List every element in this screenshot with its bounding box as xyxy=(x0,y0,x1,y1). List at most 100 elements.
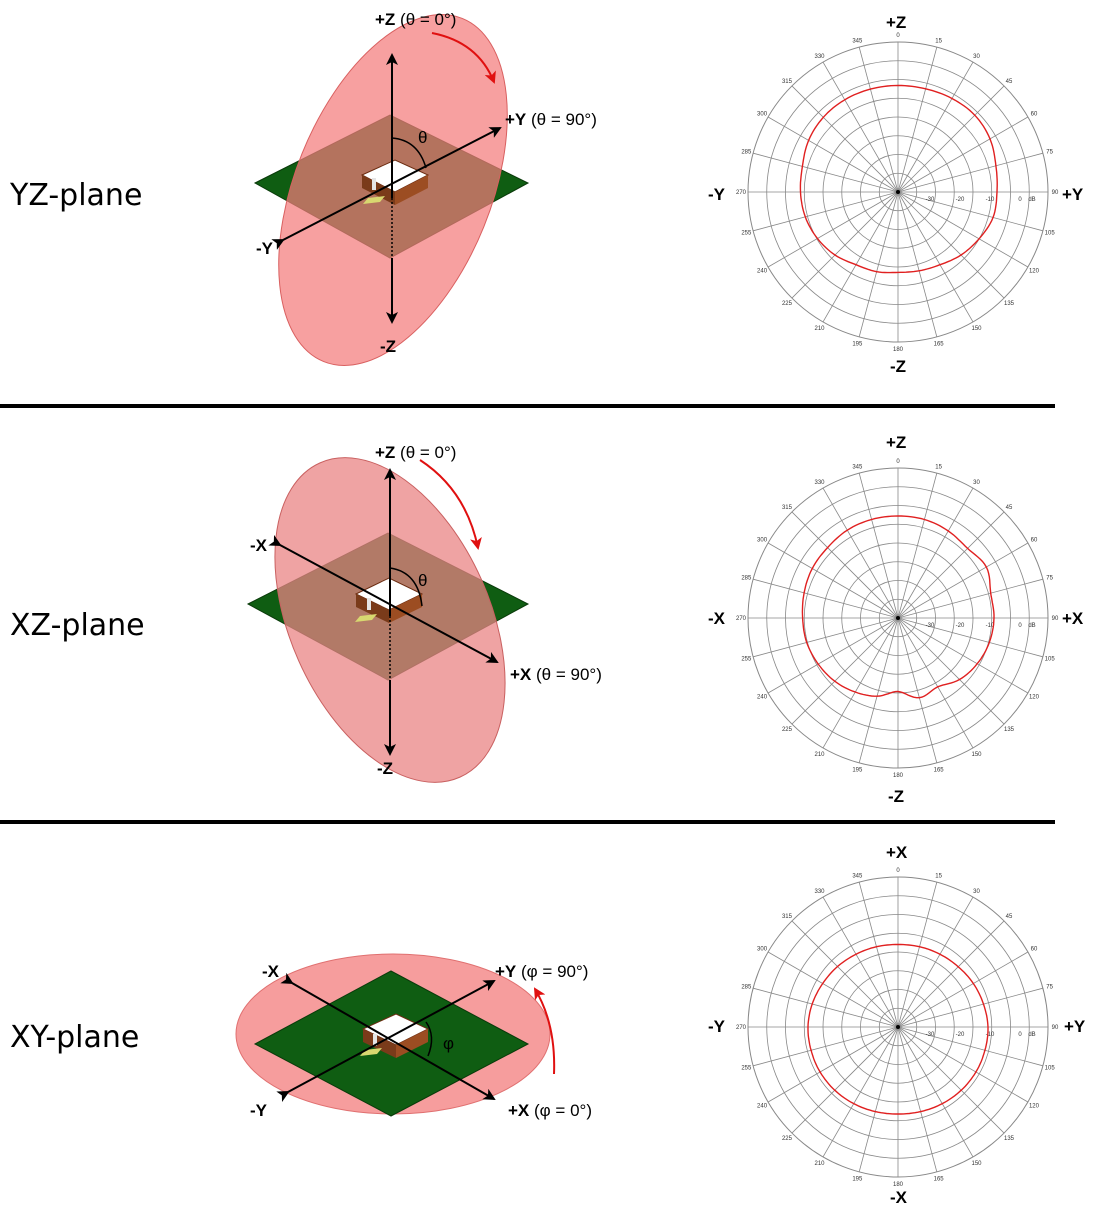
yz-diagram: θ +Z (θ = 0°) +Y (θ = 90°) -Y -Z 0 15 30 45… xyxy=(253,10,1084,376)
polar-spoke xyxy=(897,116,1029,193)
axis-note-top: (θ = 0°) xyxy=(400,10,456,29)
polar-angle-label: 285 xyxy=(741,575,752,581)
polar-spoke xyxy=(897,487,974,619)
polar-angle-label: 240 xyxy=(757,695,768,701)
radiation-data-point xyxy=(834,1089,836,1091)
radiation-data-point xyxy=(834,680,836,682)
polar-chart-xz: 0 15 30 45 60 75 90 105 120 135 150 165 180 195 210 225… xyxy=(736,459,1059,779)
svg-text:+X (φ = 0°): +X (φ = 0°) xyxy=(508,1101,592,1120)
polar-label-right: +X xyxy=(1062,609,1084,628)
polar-angle-label: 270 xyxy=(736,616,747,622)
polar-spoke xyxy=(897,542,1029,619)
polar-angle-label: 345 xyxy=(852,464,863,470)
polar-angle-label: 225 xyxy=(782,1136,793,1142)
theta-arc xyxy=(391,137,427,169)
radiation-data-point xyxy=(819,1071,821,1073)
polar-angle-label: 255 xyxy=(741,231,752,237)
polar-spoke xyxy=(897,191,1029,268)
polar-angle-label: 345 xyxy=(852,873,863,879)
polar-angle-label: 165 xyxy=(934,1177,945,1183)
polar-spoke xyxy=(858,1026,899,1172)
polar-db-label: -10 xyxy=(986,197,995,203)
polar-angle-label: 30 xyxy=(973,889,980,895)
radiation-data-point xyxy=(918,946,921,948)
polar-spoke xyxy=(897,987,1043,1028)
polar-angle-label: 210 xyxy=(814,1161,825,1167)
polar-angle-label: 285 xyxy=(741,984,752,990)
polar-angle-label: 270 xyxy=(736,190,747,196)
axis-label-right: +X xyxy=(510,665,532,684)
radiation-data-point xyxy=(804,216,806,218)
axis-label-lower-left: -Y xyxy=(250,1101,268,1120)
polar-db-label: 0 xyxy=(1018,623,1022,629)
polar-spoke xyxy=(897,1026,974,1158)
polar-spoke xyxy=(767,951,899,1028)
polar-spoke xyxy=(897,85,1005,193)
polar-angle-label: 90 xyxy=(1052,1025,1059,1031)
polar-label-right: +Y xyxy=(1064,1017,1086,1036)
polar-angle-label: 60 xyxy=(1031,112,1038,118)
polar-spoke xyxy=(897,1026,1043,1067)
svg-text:+Y (φ = 90°): +Y (φ = 90°) xyxy=(495,962,588,981)
radiation-data-point xyxy=(996,191,998,193)
radiation-data-point xyxy=(802,617,804,619)
radiation-data-point xyxy=(918,697,920,699)
phi-arc xyxy=(425,1021,433,1057)
polar-spoke xyxy=(858,473,899,619)
polar-db-label: -20 xyxy=(956,1032,965,1038)
polar-angle-label: 315 xyxy=(782,79,793,85)
radiation-data-point xyxy=(897,271,899,273)
radiation-data-point xyxy=(816,237,819,240)
axis-note-right: (θ = 90°) xyxy=(536,665,602,684)
polar-spoke xyxy=(858,617,899,763)
radiation-data-point xyxy=(984,1049,986,1051)
polar-angle-label: 345 xyxy=(852,38,863,44)
polar-spoke xyxy=(858,191,899,337)
radiation-data-point xyxy=(990,592,992,594)
polar-label-left: -X xyxy=(708,609,726,628)
svg-text:+Z (θ = 0°): +Z (θ = 0°) xyxy=(375,10,456,29)
polar-spoke xyxy=(897,578,1043,619)
radiation-data-point xyxy=(920,1111,922,1113)
divider-2 xyxy=(0,820,1055,824)
polar-angle-label: 120 xyxy=(1029,1104,1040,1110)
radiation-data-point xyxy=(871,518,873,521)
axis-label-lower-right: +X xyxy=(508,1101,530,1120)
plane-label-yz: YZ-plane xyxy=(10,178,143,213)
radiation-data-point xyxy=(799,191,802,193)
polar-angle-label: 195 xyxy=(852,768,863,774)
radiation-pattern-curve xyxy=(799,84,998,274)
polar-angle-label: 210 xyxy=(814,326,825,332)
polar-angle-label: 255 xyxy=(741,657,752,663)
polar-angle-label: 300 xyxy=(757,112,768,118)
polar-angle-label: 105 xyxy=(1045,657,1056,663)
polar-spoke xyxy=(897,191,1043,232)
polar-angle-label: 90 xyxy=(1052,616,1059,622)
polar-spoke xyxy=(897,617,974,749)
radiation-data-point xyxy=(923,518,925,521)
axis-label-top: +Z xyxy=(375,10,395,29)
polar-db-unit: dB xyxy=(1028,197,1035,203)
divider-1 xyxy=(0,404,1055,408)
polar-angle-label: 330 xyxy=(814,889,825,895)
axis-label-left: -X xyxy=(250,536,268,555)
polar-db-label: 0 xyxy=(1018,197,1022,203)
polar-spoke xyxy=(897,1026,1005,1134)
polar-angle-label: 300 xyxy=(757,947,768,953)
radiation-data-point xyxy=(987,1026,989,1028)
polar-spoke xyxy=(767,191,899,268)
radiation-data-point xyxy=(822,116,824,118)
polar-db-label: -10 xyxy=(986,1032,995,1038)
radiation-data-point xyxy=(958,678,961,681)
axis-note-top: (θ = 0°) xyxy=(400,443,456,462)
radiation-data-point xyxy=(807,1026,809,1028)
radiation-data-point xyxy=(869,88,872,90)
polar-spoke xyxy=(897,1026,1029,1103)
polar-label-bottom: -Z xyxy=(888,787,904,806)
polar-angle-label: 150 xyxy=(971,326,982,332)
axis-label-top: +Z xyxy=(375,443,395,462)
polar-angle-label: 30 xyxy=(973,480,980,486)
radiation-data-point xyxy=(974,114,976,116)
polar-db-label: -20 xyxy=(956,623,965,629)
radiation-data-point xyxy=(978,238,980,240)
